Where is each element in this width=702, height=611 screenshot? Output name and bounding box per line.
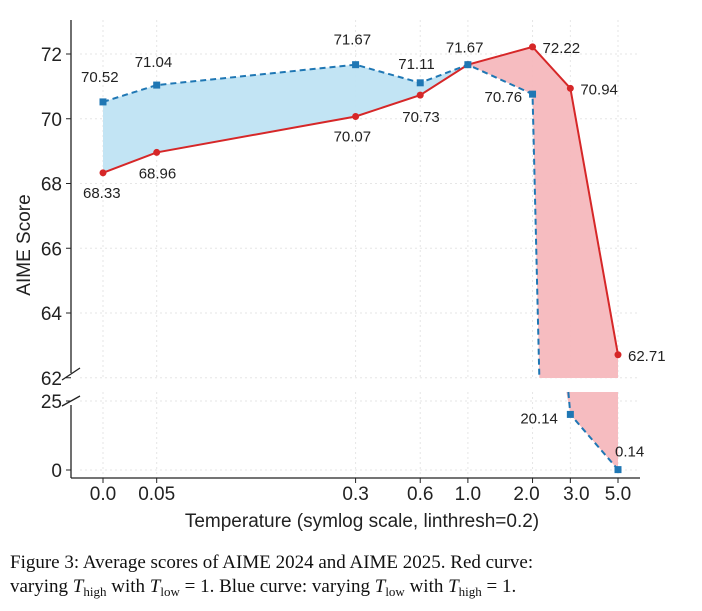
blue-marker <box>153 81 161 89</box>
y-tick-label: 68 <box>41 175 62 196</box>
blue-marker <box>99 98 107 106</box>
blue-data-label: 70.52 <box>81 69 119 86</box>
aime-temperature-chart: 62 64 66 68 70 72 0 25 0.0 0.05 0.3 0.6 1.0 2.0 3.0 5.0… <box>14 20 666 532</box>
y-tick-label: 72 <box>41 45 62 66</box>
y-tick-label: 62 <box>41 369 62 390</box>
fill-red-above-upper <box>467 46 618 378</box>
blue-marker <box>614 466 622 474</box>
y-tick-label: 25 <box>41 392 62 413</box>
x-tick-label: 0.3 <box>342 484 368 505</box>
x-tick-label: 3.0 <box>563 484 589 505</box>
red-data-label: 72.22 <box>543 40 581 57</box>
y-tick-label: 64 <box>41 304 63 325</box>
blue-data-label: 71.11 <box>398 56 434 73</box>
red-data-label: 70.94 <box>580 81 618 98</box>
blue-marker <box>529 90 537 98</box>
red-data-label: 62.71 <box>628 348 666 365</box>
caption-line-1: Figure 3: Average scores of AIME 2024 an… <box>10 552 534 573</box>
fill-blue-above <box>103 64 468 173</box>
y-tick-label: 70 <box>41 110 62 131</box>
red-data-label: 68.96 <box>139 165 177 182</box>
figure-caption: Figure 3: Average scores of AIME 2024 an… <box>10 551 694 599</box>
blue-data-label: 20.14 <box>520 410 558 427</box>
fill-red-above-lower <box>566 392 618 470</box>
red-data-label: 68.33 <box>83 185 121 202</box>
x-tick-label: 0.05 <box>138 484 175 505</box>
red-data-label: 70.73 <box>402 109 440 126</box>
red-marker <box>99 169 107 177</box>
red-marker <box>352 112 360 120</box>
red-marker <box>566 84 574 92</box>
y-tick-label: 0 <box>51 461 62 482</box>
red-data-label: 70.07 <box>334 128 372 145</box>
red-marker <box>416 91 424 99</box>
y-tick-label: 66 <box>41 239 62 260</box>
series-markers <box>99 43 622 474</box>
x-tick-label: 2.0 <box>513 484 539 505</box>
axes: 62 64 66 68 70 72 0 25 0.0 0.05 0.3 0.6 1.0 2.0 3.0 5.0 <box>41 20 640 505</box>
blue-data-label: 71.67 <box>334 32 372 49</box>
blue-data-label: 71.67 <box>446 40 484 57</box>
x-tick-label: 0.6 <box>407 484 433 505</box>
axis-break-mark-upper <box>61 367 81 381</box>
red-marker <box>614 351 622 359</box>
caption-line-2: varying Thigh with Tlow = 1. Blue curve:… <box>10 576 517 599</box>
blue-marker <box>566 410 574 418</box>
blue-data-label: 71.04 <box>135 54 173 71</box>
x-tick-label: 1.0 <box>455 484 481 505</box>
blue-marker <box>416 79 424 87</box>
data-labels: 68.33 68.96 70.07 70.73 72.22 70.94 62.71 70.52… <box>81 32 666 461</box>
x-tick-label: 0.0 <box>90 484 116 505</box>
blue-marker <box>464 61 472 69</box>
blue-data-label: 0.14 <box>615 444 644 461</box>
fill-between-areas <box>103 46 618 470</box>
red-series-line <box>102 45 619 355</box>
x-axis-title: Temperature (symlog scale, linthresh=0.2… <box>185 511 539 532</box>
blue-marker <box>352 61 360 69</box>
y-axis-title: AIME Score <box>14 194 35 295</box>
x-tick-label: 5.0 <box>605 484 631 505</box>
red-marker <box>529 43 537 51</box>
blue-data-label: 70.76 <box>485 89 523 106</box>
red-marker <box>153 148 161 156</box>
